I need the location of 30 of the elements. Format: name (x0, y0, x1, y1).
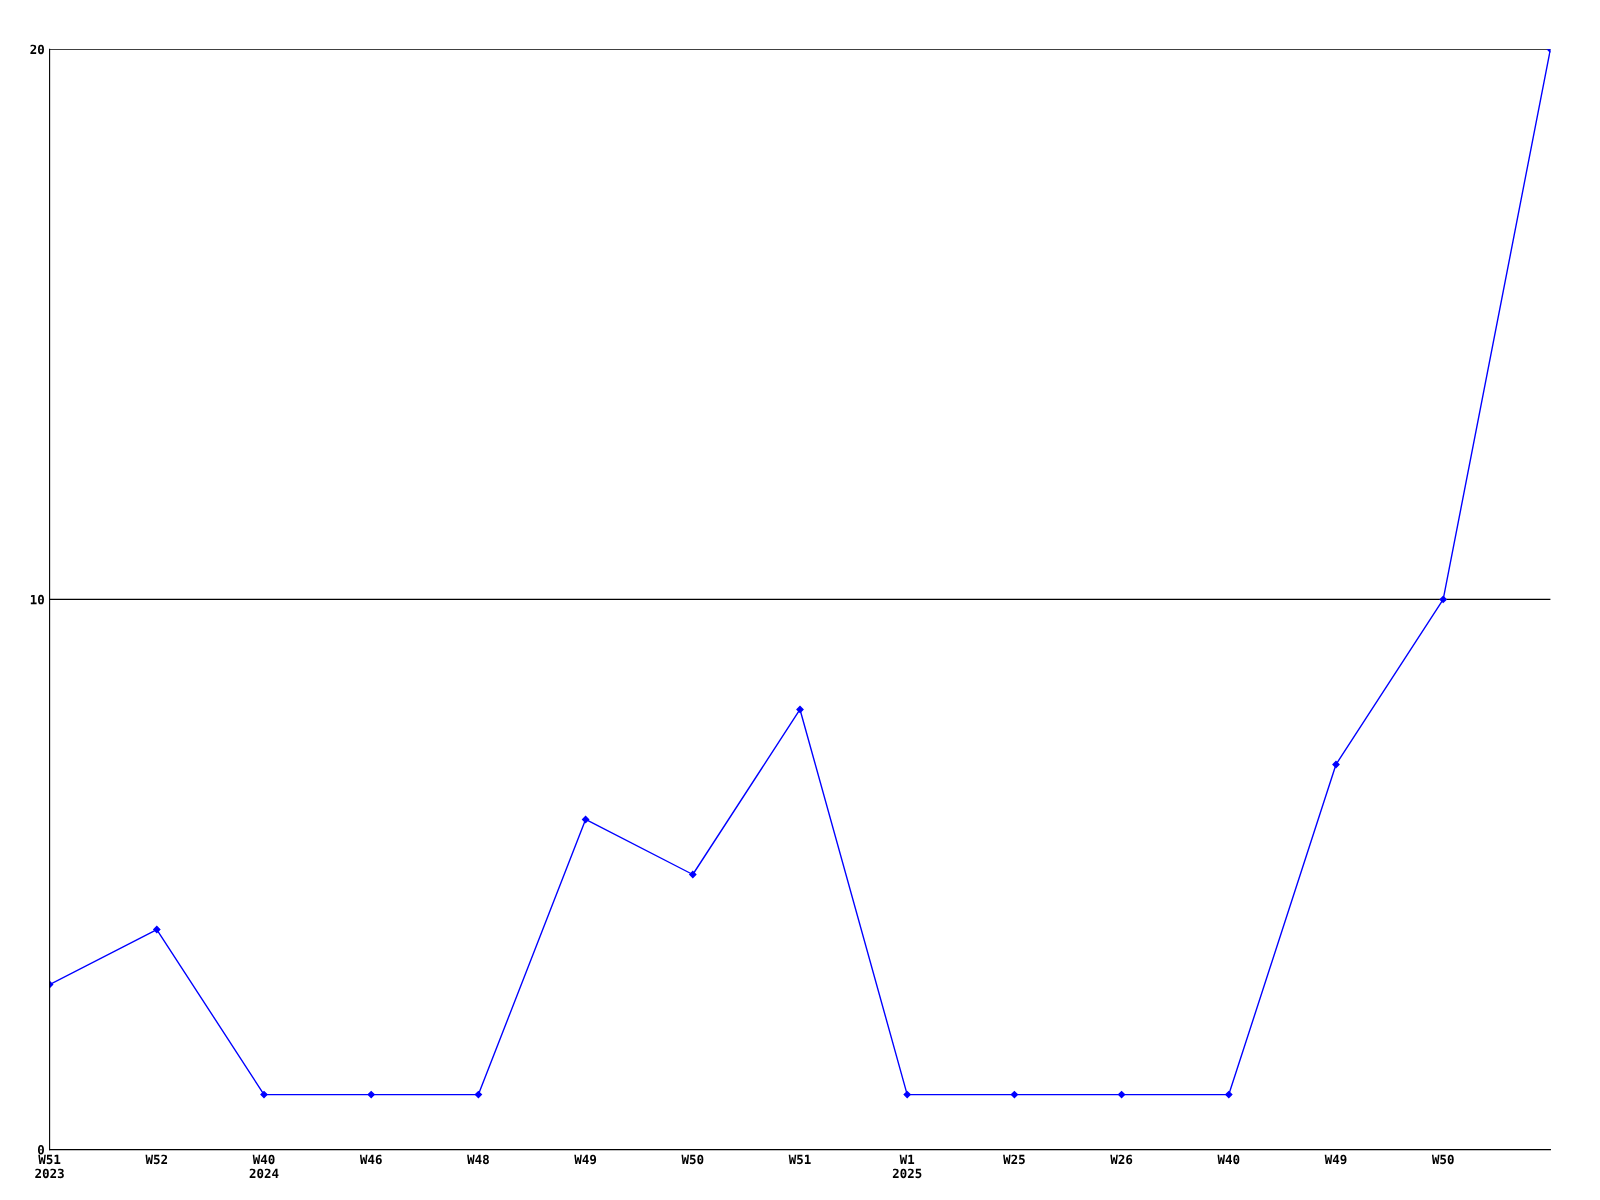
point (1225, 1090, 1233, 1099)
point (260, 1090, 268, 1099)
point (1439, 595, 1447, 604)
point (153, 925, 161, 934)
point (1010, 1090, 1019, 1099)
x-tick-label: W52 (145, 1154, 168, 1165)
point (1332, 760, 1340, 769)
point (689, 870, 697, 879)
point (367, 1090, 375, 1099)
y-tick-label: 0 (37, 1145, 44, 1155)
point (581, 815, 590, 824)
x-tick-label: W51 2023 (35, 1154, 64, 1179)
y-tick-label: 10 (30, 594, 44, 605)
point (474, 1090, 483, 1099)
x-tick-label: W50 (681, 1154, 704, 1165)
point (796, 705, 804, 714)
point (903, 1090, 911, 1099)
x-tick-label: W49 (1324, 1154, 1347, 1165)
y-tick-label: 20 (30, 44, 44, 55)
x-tick-label: W50 (1431, 1154, 1454, 1165)
x-tick-label: W40 2024 (249, 1154, 279, 1179)
x-tick-label: W46 (359, 1154, 382, 1165)
x-tick-label: W1 2025 (892, 1154, 922, 1179)
x-tick-label: W25 (1003, 1154, 1025, 1165)
point (1117, 1090, 1126, 1099)
x-tick-label: W40 (1217, 1154, 1240, 1165)
x-tick-label: W26 (1110, 1154, 1133, 1165)
x-tick-label: W48 (467, 1154, 489, 1165)
x-tick-label: W51 (788, 1154, 811, 1165)
x-tick-label: W49 (574, 1154, 597, 1165)
